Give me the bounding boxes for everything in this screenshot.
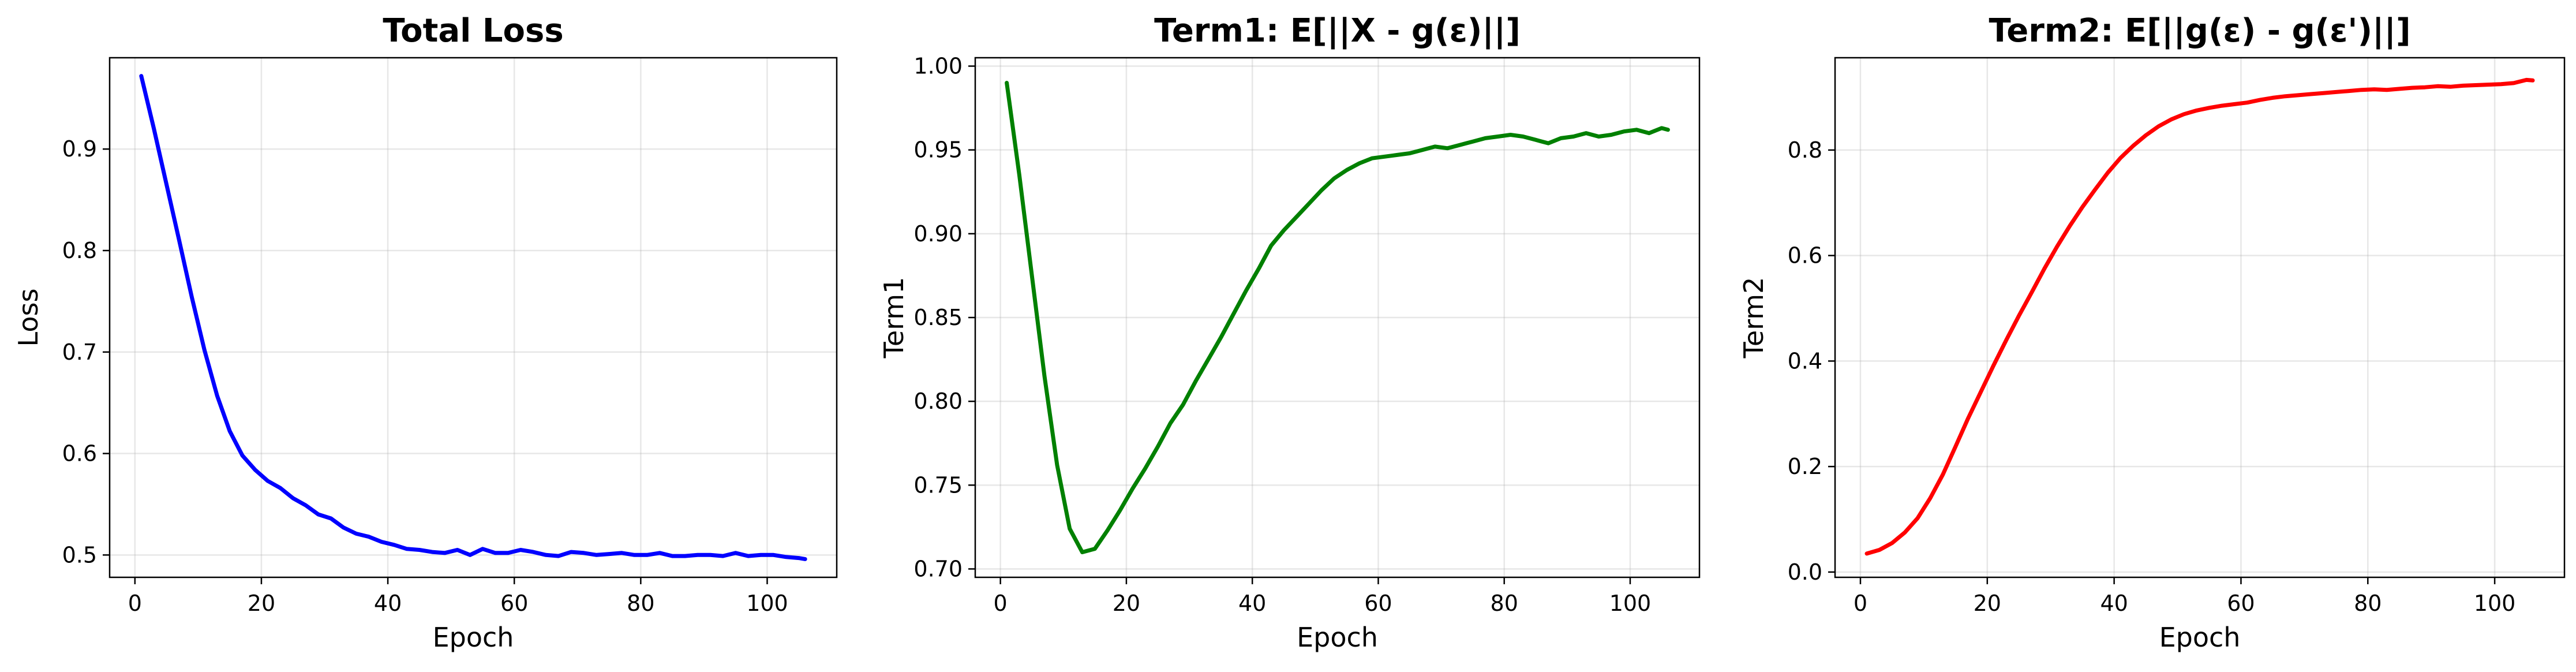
x-tick-label: 20 [248, 591, 275, 616]
x-tick-label: 0 [994, 591, 1008, 616]
chart-panel-1: 0 20 40 60 80 100 0.5 0.6 0.7 0.8 0.9 Total Loss Epo… [13, 12, 838, 653]
x-tick-label: 0 [1854, 591, 1867, 616]
chart-title: Total Loss [383, 12, 563, 50]
x-tick-label: 100 [2474, 591, 2516, 616]
x-tick-label: 20 [1113, 591, 1140, 616]
x-tick-label: 40 [374, 591, 402, 616]
x-tick-label: 0 [128, 591, 142, 616]
x-tick-label: 100 [1609, 591, 1652, 616]
x-axis-label: Epoch [2159, 622, 2241, 653]
x-tick-label: 80 [2354, 591, 2382, 616]
y-tick-label: 0.9 [62, 136, 97, 162]
chart-title: Term1: E[||X - g(ε)||] [1154, 12, 1521, 50]
x-tick-label: 80 [1491, 591, 1518, 616]
x-tick-label: 40 [1238, 591, 1266, 616]
x-tick-label: 80 [627, 591, 654, 616]
y-tick-label: 0.4 [1788, 348, 1822, 374]
y-axis-label: Loss [13, 289, 44, 347]
y-tick-label: 0.5 [62, 542, 97, 568]
y-tick-label: 0.6 [1788, 243, 1822, 268]
y-tick-label: 0.2 [1788, 454, 1822, 479]
y-tick-label: 0.8 [1788, 137, 1822, 163]
y-tick-label: 0.70 [913, 556, 963, 581]
x-tick-label: 100 [746, 591, 788, 616]
y-tick-label: 1.00 [913, 54, 963, 79]
y-axis-label: Term2 [1738, 277, 1769, 359]
x-tick-label: 40 [2100, 591, 2128, 616]
plot-area-frame [1834, 57, 2566, 578]
x-axis-label: Epoch [1297, 622, 1378, 653]
series-line [1005, 81, 1670, 554]
chart-panel-3: 0 20 40 60 80 100 0.0 0.2 0.4 0.6 0.8 Term2: E[||g(… [1738, 12, 2566, 653]
series-line [139, 74, 807, 561]
x-tick-label: 60 [500, 591, 528, 616]
x-tick-label: 20 [1974, 591, 2001, 616]
y-tick-label: 0.80 [913, 389, 963, 414]
x-tick-label: 60 [2227, 591, 2255, 616]
plot-area-frame [108, 57, 838, 578]
y-tick-label: 0.8 [62, 238, 97, 263]
x-tick-label: 60 [1364, 591, 1392, 616]
y-tick-label: 0.7 [62, 339, 97, 365]
y-tick-label: 0.85 [913, 305, 963, 330]
y-tick-label: 0.95 [913, 137, 963, 163]
chart-panel-2: 0 20 40 60 80 100 0.70 0.75 0.80 0.85 0.90 0.95 1.00… [878, 12, 1701, 653]
y-axis-label: Term1 [878, 277, 909, 359]
y-tick-label: 0.6 [62, 441, 97, 466]
x-axis-label: Epoch [433, 622, 514, 653]
chart-title: Term2: E[||g(ε) - g(ε')||] [1989, 12, 2410, 50]
y-tick-label: 0.75 [913, 472, 963, 498]
y-tick-label: 0.90 [913, 221, 963, 247]
y-tick-label: 0.0 [1788, 559, 1822, 585]
series-line [1864, 77, 2535, 556]
